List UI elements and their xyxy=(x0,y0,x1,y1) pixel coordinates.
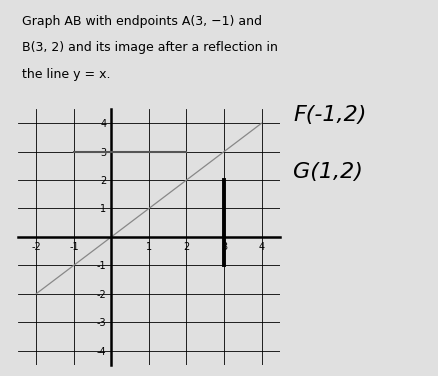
Text: B(3, 2) and its image after a reflection in: B(3, 2) and its image after a reflection… xyxy=(22,41,278,55)
Text: Graph AB with endpoints A(3, −1) and: Graph AB with endpoints A(3, −1) and xyxy=(22,15,262,28)
Text: F(-1,2): F(-1,2) xyxy=(293,105,367,125)
Text: the line y = x.: the line y = x. xyxy=(22,68,110,81)
Text: G(1,2): G(1,2) xyxy=(293,162,364,182)
